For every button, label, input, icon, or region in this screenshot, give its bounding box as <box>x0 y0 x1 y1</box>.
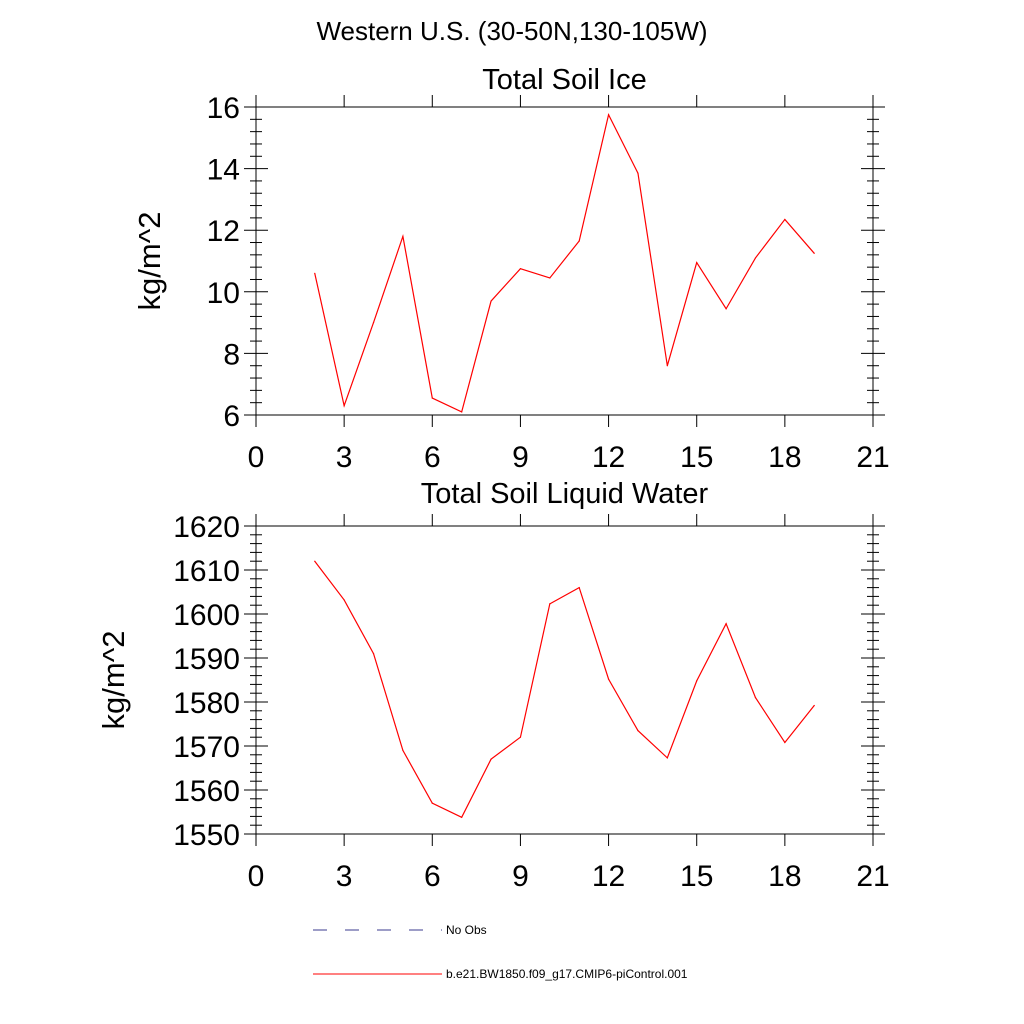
x-tick-label: 15 <box>680 860 713 893</box>
y-tick-label: 1570 <box>173 731 240 764</box>
y-tick-label: 1580 <box>173 687 240 720</box>
data-point <box>725 623 727 625</box>
y-tick-label: 12 <box>207 215 240 248</box>
y-tick-label: 16 <box>207 92 240 125</box>
data-point <box>754 257 757 259</box>
soil-ice-panel: Total Soil Ice kg/m^2 0 3 6 9 12 15 18 21 6 8 10 12 14… <box>132 64 890 474</box>
data-point <box>696 261 698 264</box>
data-point <box>461 816 463 818</box>
data-point <box>431 397 433 399</box>
data-point <box>813 704 815 707</box>
data-point <box>372 653 375 655</box>
data-point <box>637 172 639 174</box>
data-point <box>314 272 316 274</box>
data-point <box>402 235 404 237</box>
x-tick-label: 6 <box>424 860 441 893</box>
data-point <box>784 741 786 744</box>
data-point <box>431 802 433 804</box>
data-point <box>696 680 698 682</box>
y-axis-label: kg/m^2 <box>96 631 131 730</box>
x-tick-label: 21 <box>856 441 889 474</box>
data-point <box>813 252 815 254</box>
x-tick-label: 12 <box>592 441 625 474</box>
data-point <box>637 730 639 732</box>
x-tick-label: 0 <box>248 441 265 474</box>
x-tick-label: 12 <box>592 860 625 893</box>
data-point <box>666 757 668 759</box>
data-point <box>314 560 316 562</box>
legend: No Obs b.e21.BW1850.f09_g17.CMIP6-piContr… <box>313 923 688 981</box>
data-point <box>754 697 757 699</box>
y-axis-label: kg/m^2 <box>132 212 167 311</box>
y-tick-label: 1610 <box>173 555 240 588</box>
soil-liquid-panel: Total Soil Liquid Water kg/m^2 0 3 6 9 12 15 18 2… <box>96 478 890 893</box>
data-point <box>402 749 404 752</box>
figure-suptitle: Western U.S. (30-50N,130-105W) <box>316 16 708 46</box>
x-tick-label: 21 <box>856 860 889 893</box>
data-point <box>549 603 551 605</box>
data-point <box>343 405 345 407</box>
panel-title: Total Soil Liquid Water <box>421 478 709 510</box>
y-tick-label: 8 <box>223 338 240 371</box>
y-tick-label: 10 <box>207 277 240 310</box>
y-tick-label: 1550 <box>173 819 240 852</box>
data-point <box>607 114 610 116</box>
y-tick-label: 14 <box>207 154 240 187</box>
panel-title: Total Soil Ice <box>482 64 646 96</box>
data-point <box>549 277 551 279</box>
plot-frame <box>255 106 874 416</box>
x-tick-label: 15 <box>680 441 713 474</box>
data-point <box>490 300 492 302</box>
data-point <box>578 587 580 589</box>
x-tick-label: 3 <box>336 860 353 893</box>
y-tick-label: 6 <box>223 400 240 433</box>
y-tick-label: 1600 <box>173 599 240 632</box>
data-point <box>519 268 522 270</box>
series-line <box>314 560 815 819</box>
legend-label: No Obs <box>446 923 487 937</box>
x-tick-label: 18 <box>768 441 801 474</box>
y-tick-label: 1560 <box>173 775 240 808</box>
y-tick-label: 1620 <box>173 511 240 544</box>
plot-frame <box>255 525 874 835</box>
data-point <box>372 322 375 324</box>
x-tick-label: 9 <box>512 441 529 474</box>
x-tick-label: 18 <box>768 860 801 893</box>
data-point <box>461 411 463 413</box>
x-tick-label: 6 <box>424 441 441 474</box>
data-point <box>607 678 610 680</box>
data-point <box>490 758 492 760</box>
y-tick-label: 1590 <box>173 643 240 676</box>
x-tick-label: 3 <box>336 441 353 474</box>
x-tick-label: 9 <box>512 860 529 893</box>
data-point <box>343 599 345 601</box>
data-point <box>666 365 668 367</box>
legend-label: b.e21.BW1850.f09_g17.CMIP6-piControl.001 <box>446 967 688 981</box>
series-line <box>314 112 815 413</box>
data-point <box>725 308 727 310</box>
data-point <box>784 218 786 221</box>
data-point <box>519 736 522 738</box>
data-point <box>578 240 580 242</box>
x-tick-label: 0 <box>248 860 265 893</box>
